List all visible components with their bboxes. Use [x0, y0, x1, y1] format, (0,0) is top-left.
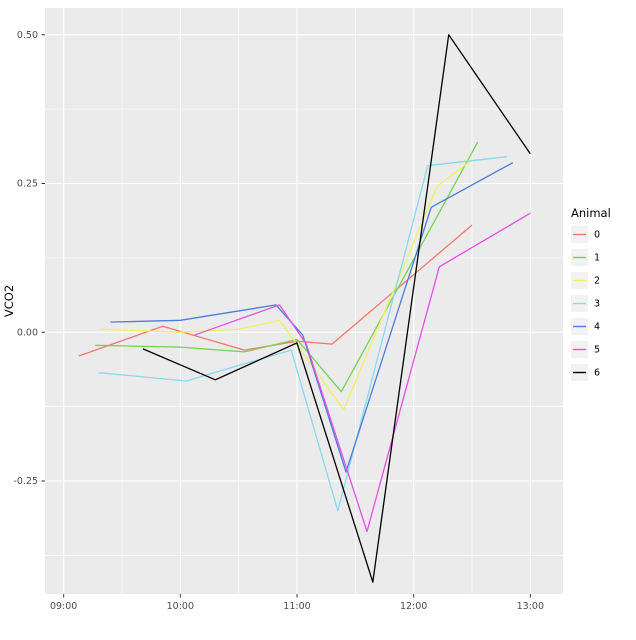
y-tick-label: 0.50: [17, 30, 38, 41]
legend-label-2: 2: [594, 276, 600, 287]
legend-label-4: 4: [594, 322, 600, 333]
legend-label-6: 6: [594, 368, 600, 379]
y-tick-label: -0.25: [13, 476, 38, 487]
x-tick-label: 13:00: [517, 601, 544, 612]
legend-title: Animal: [571, 206, 611, 220]
x-tick-label: 11:00: [283, 601, 310, 612]
chart-panel: [45, 8, 563, 594]
series-line-6: [142, 34, 531, 583]
series-line-3: [98, 156, 508, 512]
series-line-5: [194, 212, 531, 533]
series-line-2: [99, 159, 473, 411]
legend-label-3: 3: [594, 299, 600, 310]
legend-label-1: 1: [594, 253, 600, 264]
series-line-4: [110, 162, 514, 473]
y-tick-label: 0.25: [17, 179, 38, 190]
y-tick-label: 0.00: [17, 327, 38, 338]
x-tick-label: 09:00: [50, 601, 77, 612]
series-line-0: [78, 224, 473, 357]
x-tick-label: 12:00: [400, 601, 427, 612]
legend-label-5: 5: [594, 345, 600, 356]
y-axis-title: VCO2: [2, 285, 16, 317]
legend-label-0: 0: [594, 230, 600, 241]
series-line-1: [95, 141, 479, 393]
x-tick-label: 10:00: [167, 601, 194, 612]
